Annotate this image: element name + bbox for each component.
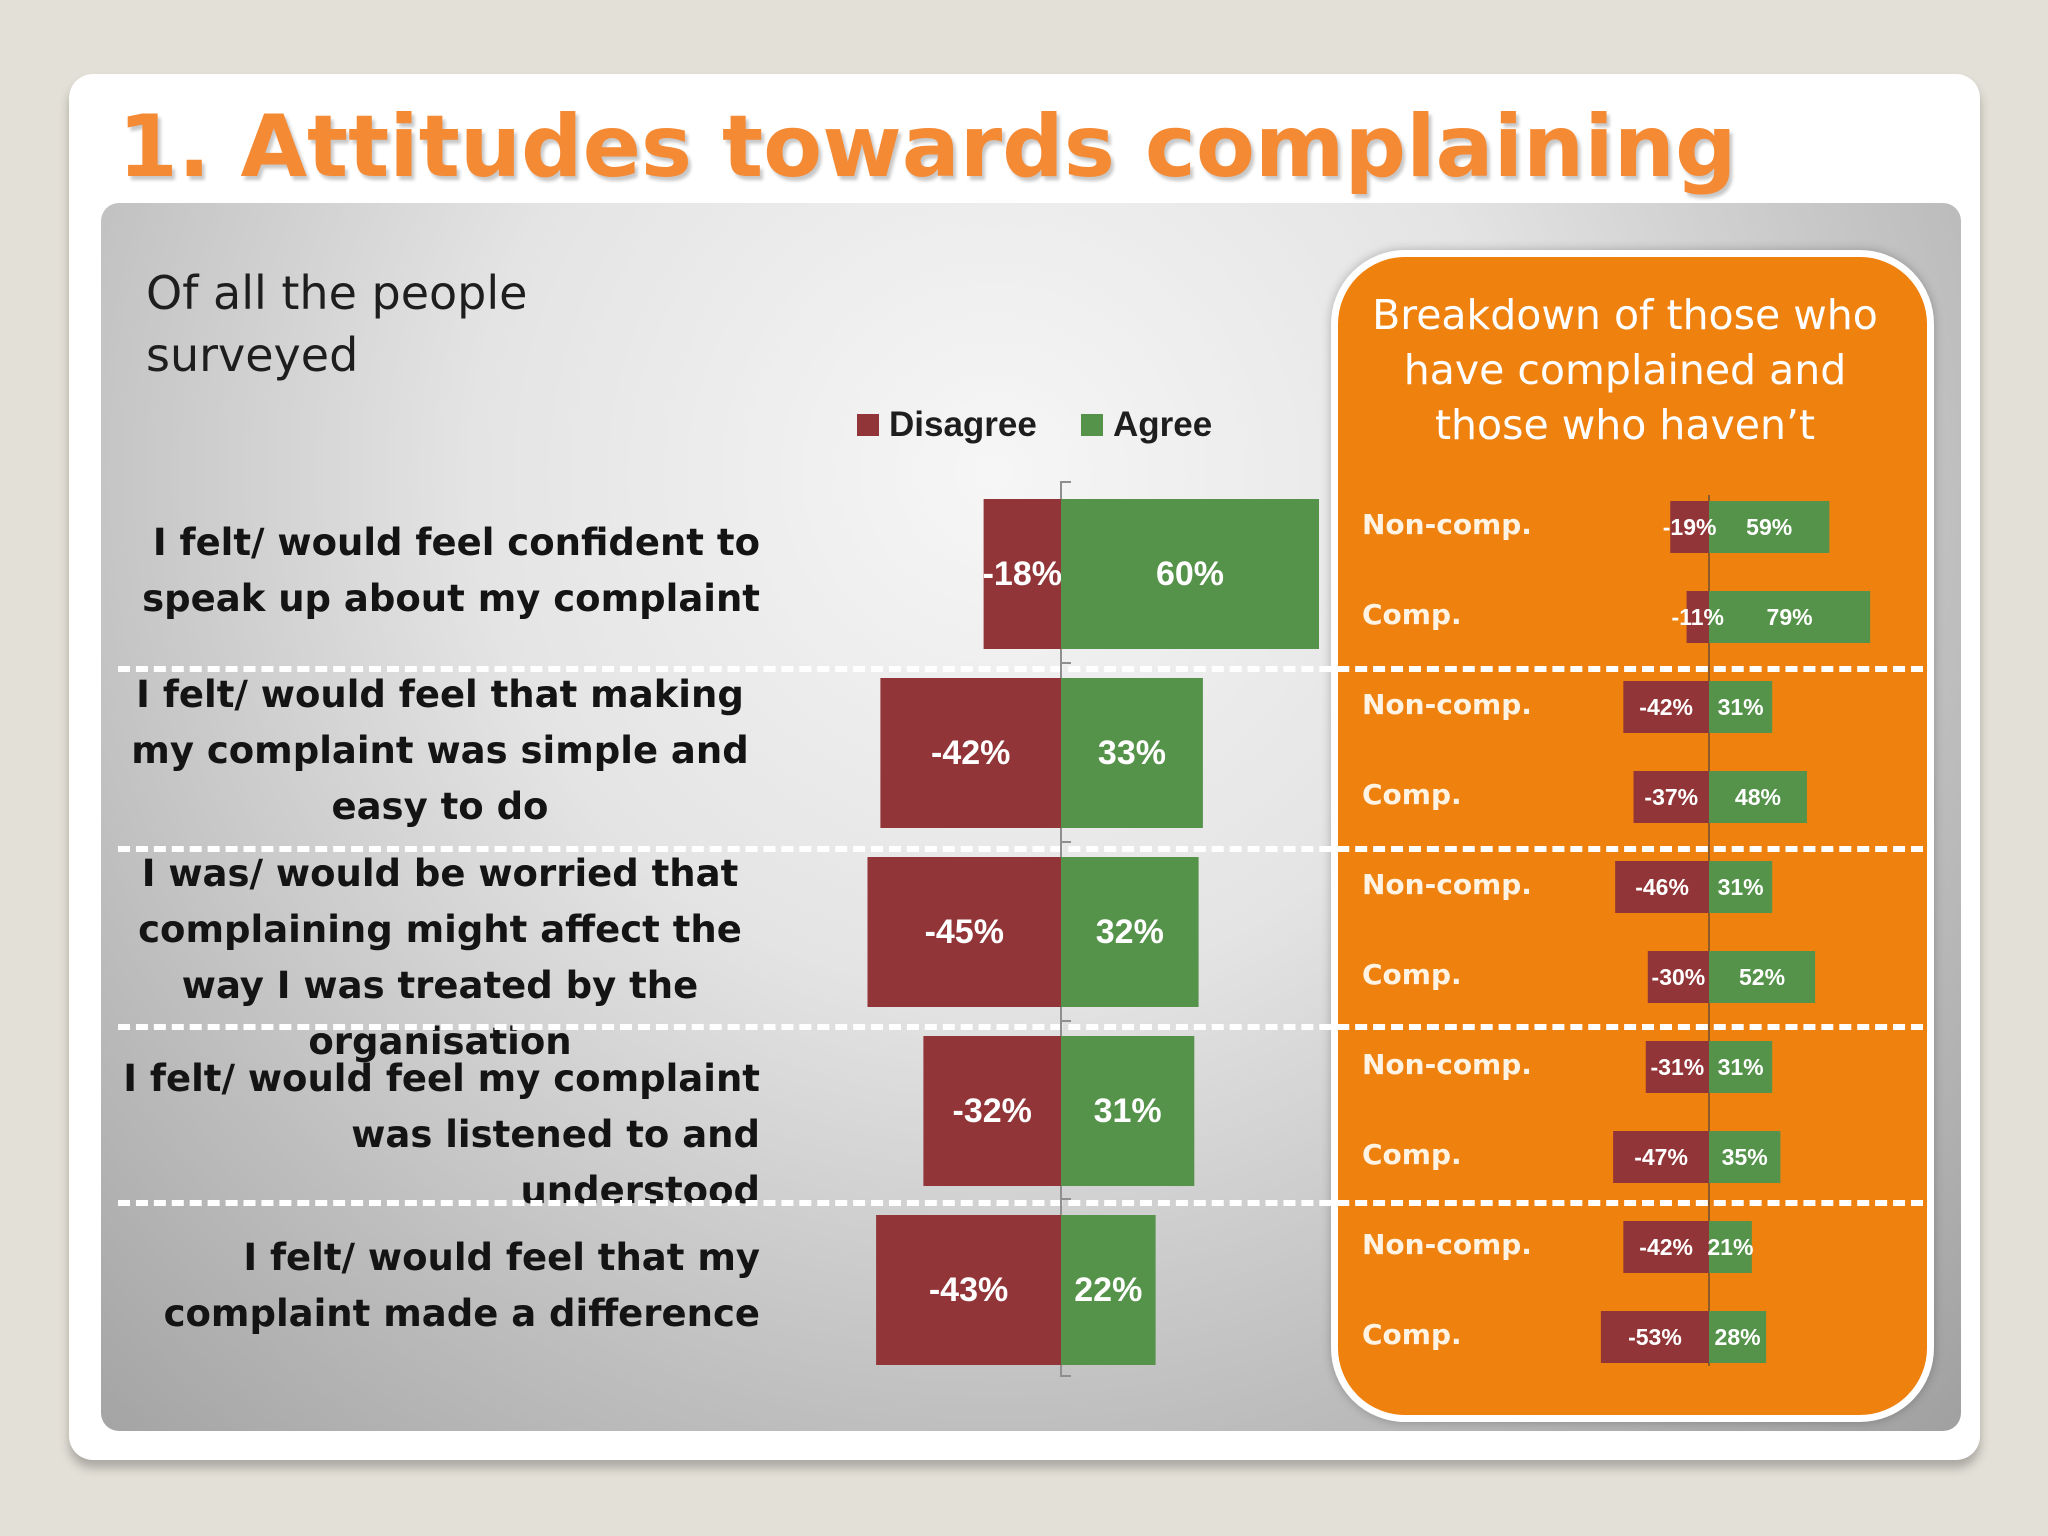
sub-bar-disagree — [1670, 501, 1709, 553]
sub-label-noncomp: Non-comp. — [1362, 508, 1532, 541]
bar-disagree — [876, 1215, 1061, 1365]
sub-bar-disagree — [1600, 1311, 1709, 1363]
legend-disagree-swatch — [857, 414, 879, 436]
bar-disagree-label: -18% — [983, 555, 1062, 593]
bar-agree-label: 31% — [1094, 1092, 1162, 1130]
sub-bar-disagree-label: -30% — [1652, 964, 1706, 990]
chart-subtitle: Of all the people surveyed — [146, 266, 528, 382]
sub-bar-disagree — [1613, 1131, 1709, 1183]
sub-bar-agree-label: 35% — [1722, 1144, 1768, 1170]
sub-label-comp: Comp. — [1362, 598, 1462, 631]
sub-bar-agree — [1709, 951, 1816, 1003]
breakdown-title: Breakdown of those who have complained a… — [1372, 291, 1878, 449]
legend-disagree-label: Disagree — [889, 405, 1037, 444]
sub-bar-disagree — [1645, 1041, 1709, 1093]
row-divider — [118, 1024, 1923, 1030]
sub-label-comp: Comp. — [1362, 958, 1462, 991]
sub-label-comp: Comp. — [1362, 1318, 1462, 1351]
sub-bar-disagree-label: -31% — [1651, 1054, 1705, 1080]
bar-agree — [1061, 1215, 1156, 1365]
bar-disagree — [983, 499, 1061, 649]
bar-disagree — [923, 1036, 1061, 1186]
bar-disagree-label: -43% — [929, 1271, 1008, 1309]
bar-agree — [1061, 1036, 1195, 1186]
sub-bar-agree — [1709, 771, 1807, 823]
sub-bar-disagree-label: -37% — [1644, 784, 1698, 810]
legend-agree-label: Agree — [1113, 405, 1213, 444]
sub-bar-disagree — [1686, 591, 1709, 643]
sub-bar-agree-label: 31% — [1718, 1054, 1764, 1080]
sub-bar-disagree — [1623, 681, 1709, 733]
bar-agree — [1061, 857, 1199, 1007]
sub-bar-agree-label: 21% — [1707, 1234, 1753, 1260]
sub-bar-disagree-label: -53% — [1628, 1324, 1682, 1350]
sub-bar-disagree-label: -42% — [1639, 1234, 1693, 1260]
sub-bar-agree-label: 79% — [1767, 604, 1813, 630]
slide-title: 1. Attitudes towards complaining — [118, 97, 1737, 197]
row-label-worried: I was/ would be worried that complaining… — [138, 852, 742, 1063]
sub-bar-agree — [1709, 501, 1830, 553]
legend-disagree: Disagree — [857, 405, 1037, 445]
sub-label-comp: Comp. — [1362, 1138, 1462, 1171]
sub-bar-disagree-label: -42% — [1639, 694, 1693, 720]
sub-bar-agree-label: 48% — [1735, 784, 1781, 810]
sub-bar-agree — [1709, 1311, 1767, 1363]
sub-bar-disagree — [1647, 951, 1709, 1003]
bar-disagree — [880, 678, 1061, 828]
sub-bar-agree-label: 28% — [1715, 1324, 1761, 1350]
row-label-simple: I felt/ would feel that making my compla… — [131, 673, 749, 828]
sub-bar-agree — [1709, 681, 1773, 733]
legend-agree: Agree — [1081, 405, 1212, 445]
sub-bar-disagree — [1623, 1221, 1709, 1273]
row-divider — [118, 1200, 1923, 1206]
sub-bar-disagree-label: -19% — [1663, 514, 1717, 540]
bar-agree-label: 22% — [1074, 1271, 1142, 1309]
sub-bar-disagree-label: -46% — [1635, 874, 1689, 900]
bar-disagree — [867, 857, 1061, 1007]
sub-bar-disagree-label: -47% — [1634, 1144, 1688, 1170]
bar-agree-label: 32% — [1096, 913, 1164, 951]
sub-bar-agree — [1709, 1041, 1773, 1093]
sub-bar-disagree — [1615, 861, 1709, 913]
sub-bar-agree — [1709, 1221, 1752, 1273]
sub-bar-agree — [1709, 861, 1773, 913]
sub-bar-disagree — [1633, 771, 1709, 823]
sub-bar-agree-label: 59% — [1746, 514, 1792, 540]
bar-agree — [1061, 678, 1203, 828]
row-divider — [118, 666, 1923, 672]
sub-bar-agree — [1709, 591, 1871, 643]
row-label-confident: I felt/ would feel confident to speak up… — [142, 521, 760, 620]
bar-agree — [1061, 499, 1319, 649]
legend-agree-swatch — [1081, 414, 1103, 436]
sub-bar-disagree-label: -11% — [1672, 604, 1724, 630]
bar-agree-label: 33% — [1098, 734, 1166, 772]
sub-label-noncomp: Non-comp. — [1362, 1048, 1532, 1081]
sub-bar-agree-label: 52% — [1739, 964, 1785, 990]
sub-label-noncomp: Non-comp. — [1362, 688, 1532, 721]
sub-bar-agree-label: 31% — [1718, 874, 1764, 900]
sub-label-noncomp: Non-comp. — [1362, 1228, 1532, 1261]
sub-label-comp: Comp. — [1362, 778, 1462, 811]
sub-bar-agree — [1709, 1131, 1781, 1183]
row-divider — [118, 846, 1923, 852]
sub-label-noncomp: Non-comp. — [1362, 868, 1532, 901]
bar-disagree-label: -32% — [953, 1092, 1032, 1130]
bar-agree-label: 60% — [1156, 555, 1224, 593]
sub-bar-agree-label: 31% — [1718, 694, 1764, 720]
bar-disagree-label: -45% — [925, 913, 1004, 951]
bar-disagree-label: -42% — [931, 734, 1010, 772]
row-label-difference: I felt/ would feel that my complaint mad… — [163, 1236, 760, 1335]
